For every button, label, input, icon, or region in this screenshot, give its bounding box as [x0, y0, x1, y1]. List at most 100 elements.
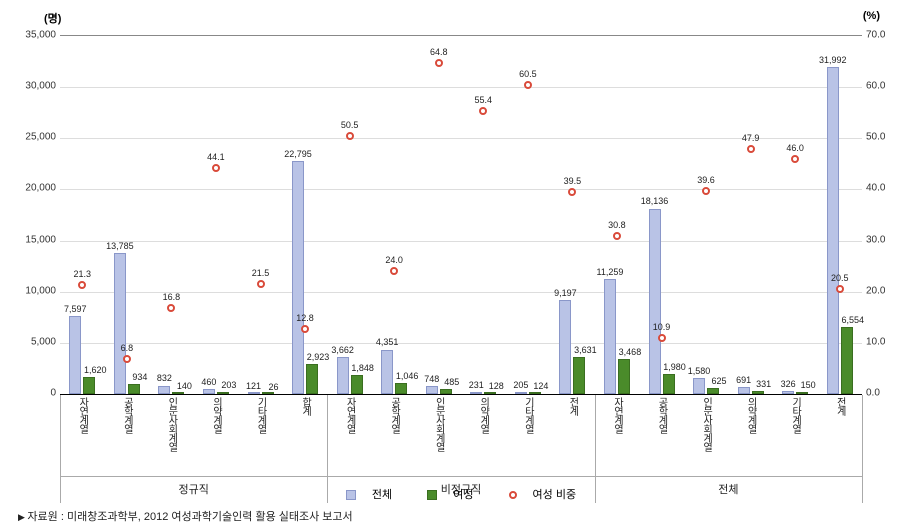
- value-label-total: 460: [201, 377, 216, 387]
- bar-women: [618, 359, 630, 394]
- value-label-total: 1,580: [688, 366, 711, 376]
- bar-total: [203, 389, 215, 394]
- value-label-pct: 10.9: [653, 322, 671, 332]
- value-label-pct: 55.4: [475, 95, 493, 105]
- value-label-pct: 39.5: [564, 176, 582, 186]
- value-label-total: 326: [781, 379, 796, 389]
- value-label-women: 625: [712, 376, 727, 386]
- bar-total: [381, 350, 393, 395]
- ytick-left: 0: [10, 388, 56, 399]
- value-label-total: 22,795: [284, 149, 312, 159]
- value-label-pct: 20.5: [831, 273, 849, 283]
- ytick-left: 5,000: [10, 336, 56, 347]
- value-label-pct: 60.5: [519, 69, 537, 79]
- ytick-right: 0.0: [866, 388, 912, 399]
- x-category-label: 공학계열: [119, 397, 134, 433]
- value-label-women: 485: [444, 377, 459, 387]
- ytick-right: 20.0: [866, 285, 912, 296]
- value-label-pct: 44.1: [207, 152, 225, 162]
- value-label-total: 7,597: [64, 304, 87, 314]
- ytick-left: 15,000: [10, 234, 56, 245]
- bar-women: [573, 357, 585, 394]
- pct-marker: [747, 145, 755, 153]
- pct-marker: [212, 164, 220, 172]
- value-label-pct: 30.8: [608, 220, 626, 230]
- value-label-women: 6,554: [841, 315, 864, 325]
- value-label-women: 26: [268, 382, 278, 392]
- x-category-label: 인문사회계열: [431, 397, 446, 451]
- bar-total: [114, 253, 126, 394]
- bar-total: [69, 316, 81, 394]
- x-category-label: 합계: [298, 397, 313, 415]
- value-label-pct: 24.0: [385, 255, 403, 265]
- ytick-left: 30,000: [10, 81, 56, 92]
- x-category-label: 인문사회계열: [164, 397, 179, 451]
- value-label-women: 2,923: [307, 352, 330, 362]
- bar-total: [248, 392, 260, 394]
- value-label-women: 3,631: [574, 345, 597, 355]
- pct-marker: [78, 281, 86, 289]
- source-text: 자료원 : 미래창조과학부, 2012 여성과학기술인력 활용 실태조사 보고서: [18, 508, 353, 524]
- value-label-pct: 39.6: [697, 175, 715, 185]
- ytick-right: 40.0: [866, 183, 912, 194]
- pct-marker: [702, 187, 710, 195]
- value-label-total: 4,351: [376, 337, 399, 347]
- bar-women: [351, 375, 363, 394]
- pct-marker: [390, 267, 398, 275]
- x-category-label: 기타계열: [253, 397, 268, 433]
- bar-total: [337, 357, 349, 394]
- pct-marker: [123, 355, 131, 363]
- x-category-label: 자연계열: [342, 397, 357, 433]
- value-label-pct: 16.8: [163, 292, 181, 302]
- bar-women: [262, 392, 274, 394]
- bar-women: [128, 384, 140, 394]
- value-label-pct: 50.5: [341, 120, 359, 130]
- bar-women: [707, 388, 719, 394]
- bar-women: [306, 364, 318, 394]
- legend-total: 전체: [338, 489, 400, 501]
- legend-swatch-women: [427, 490, 437, 500]
- value-label-women: 1,980: [663, 362, 686, 372]
- bar-total: [426, 386, 438, 394]
- ytick-right: 10.0: [866, 336, 912, 347]
- value-label-women: 128: [489, 381, 504, 391]
- bar-total: [604, 279, 616, 394]
- value-label-pct: 64.8: [430, 47, 448, 57]
- bar-total: [559, 300, 571, 394]
- pct-marker: [791, 155, 799, 163]
- value-label-total: 832: [157, 373, 172, 383]
- ytick-right: 60.0: [866, 81, 912, 92]
- value-label-pct: 21.3: [74, 269, 92, 279]
- bar-women: [217, 392, 229, 394]
- ytick-left: 25,000: [10, 132, 56, 143]
- value-label-women: 124: [533, 381, 548, 391]
- legend-swatch-total: [346, 490, 356, 500]
- value-label-women: 3,468: [619, 347, 642, 357]
- bar-women: [752, 391, 764, 394]
- value-label-total: 205: [513, 380, 528, 390]
- pct-marker: [301, 325, 309, 333]
- bar-women: [395, 383, 407, 394]
- y-right-label: (%): [863, 10, 880, 22]
- value-label-total: 748: [424, 374, 439, 384]
- y-left-label: (명): [44, 10, 61, 26]
- value-label-total: 3,662: [331, 345, 354, 355]
- value-label-total: 31,992: [819, 55, 847, 65]
- plot-area: 7,5971,62021.313,7859346.883214016.84602…: [60, 35, 862, 395]
- x-category-area: 자연계열공학계열인문사회계열의약계열기타계열합계자연계열공학계열인문사회계열의약…: [60, 395, 862, 475]
- value-label-pct: 12.8: [296, 313, 314, 323]
- x-category-label: 공학계열: [654, 397, 669, 433]
- ytick-right: 50.0: [866, 132, 912, 143]
- x-category-label: 기타계열: [788, 397, 803, 433]
- value-label-women: 1,046: [396, 371, 419, 381]
- bar-women: [172, 392, 184, 394]
- pct-marker: [658, 334, 666, 342]
- x-category-label: 전계: [565, 397, 580, 415]
- value-label-total: 11,259: [597, 267, 624, 277]
- x-category-label: 자연계열: [75, 397, 90, 433]
- value-label-women: 331: [756, 379, 771, 389]
- bar-total: [782, 391, 794, 394]
- pct-marker: [479, 107, 487, 115]
- x-category-label: 공학계열: [387, 397, 402, 433]
- bar-total: [292, 161, 304, 394]
